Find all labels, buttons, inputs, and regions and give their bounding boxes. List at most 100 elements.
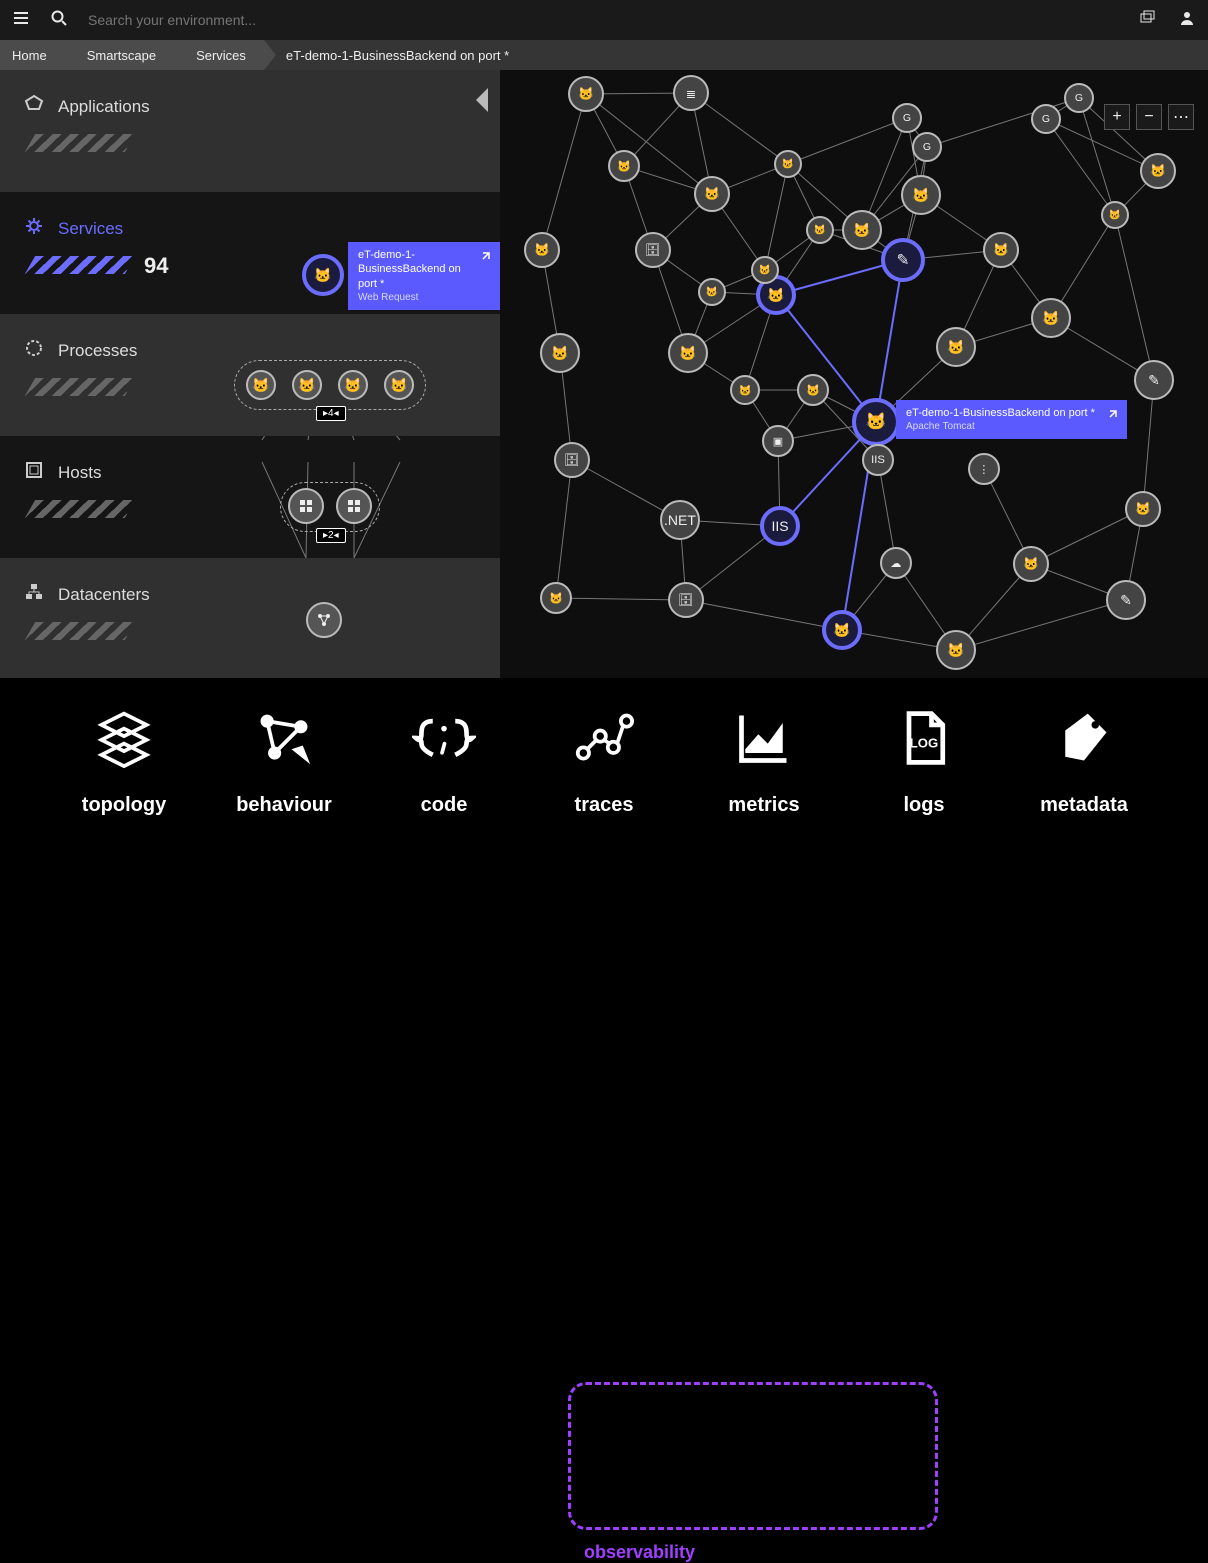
dotnet-icon: .NET	[664, 512, 696, 528]
map-node[interactable]: 🐱	[540, 582, 572, 614]
map-node[interactable]: 🐱	[751, 256, 779, 284]
tile-code[interactable]: code	[394, 708, 494, 817]
open-link-icon[interactable]	[1103, 406, 1121, 424]
collapse-chevron-icon[interactable]	[476, 88, 488, 112]
map-node[interactable]: IIS	[760, 506, 800, 546]
g-icon: G	[1042, 113, 1050, 125]
search-input[interactable]	[88, 12, 1118, 28]
user-icon[interactable]	[1178, 9, 1196, 32]
tomcat-icon: 🐱	[993, 243, 1009, 258]
process-node[interactable]: 🐱	[338, 370, 368, 400]
layer-processes[interactable]: Processes 🐱 🐱 🐱 🐱 ▸4◂	[0, 314, 500, 436]
process-node[interactable]: 🐱	[384, 370, 414, 400]
host-node[interactable]	[336, 488, 372, 524]
map-node[interactable]: 🐱	[1013, 546, 1049, 582]
process-node[interactable]: 🐱	[292, 370, 322, 400]
map-node[interactable]: 🐱	[694, 176, 730, 212]
windows-icon[interactable]	[1138, 9, 1156, 32]
map-node[interactable]: G	[892, 103, 922, 133]
map-node[interactable]: G	[912, 132, 942, 162]
service-callout: eT-demo-1-BusinessBackend on port * Web …	[348, 242, 500, 310]
map-node[interactable]: 🐱	[901, 175, 941, 215]
map-node[interactable]: 🗄	[554, 442, 590, 478]
map-node[interactable]: 🐱	[730, 375, 760, 405]
map-node[interactable]: 🐱	[806, 216, 834, 244]
map-node[interactable]: ▣	[762, 425, 794, 457]
edit-icon: ✎	[1120, 592, 1132, 609]
tomcat-icon: 🐱	[534, 243, 550, 258]
map-node[interactable]: 🐱	[936, 630, 976, 670]
zoom-in-button[interactable]: +	[1104, 104, 1130, 130]
map-node[interactable]: 🐱	[1101, 201, 1129, 229]
breadcrumb-current: eT-demo-1-BusinessBackend on port *	[264, 40, 527, 70]
breadcrumb-smartscape[interactable]: Smartscape	[65, 40, 174, 70]
map-node[interactable]: G	[1031, 104, 1061, 134]
map-node[interactable]: 🐱	[842, 210, 882, 250]
map-node[interactable]: G	[1064, 83, 1094, 113]
map-node[interactable]: IIS	[862, 444, 894, 476]
map-node[interactable]: 🐱	[822, 610, 862, 650]
layer-datacenters[interactable]: Datacenters	[0, 558, 500, 678]
tomcat-icon: 🐱	[1109, 210, 1121, 221]
map-node[interactable]: .NET	[660, 500, 700, 540]
tile-topology[interactable]: topology	[74, 708, 174, 817]
tile-metrics[interactable]: metrics	[714, 708, 814, 817]
layer-applications[interactable]: Applications	[0, 70, 500, 192]
map-node[interactable]: 🐱	[852, 398, 900, 446]
search-icon[interactable]	[50, 9, 68, 32]
map-node[interactable]: ✎	[1134, 360, 1174, 400]
zoom-out-button[interactable]: −	[1136, 104, 1162, 130]
map-node[interactable]: 🐱	[1031, 298, 1071, 338]
map-node[interactable]: ☁	[880, 547, 912, 579]
tomcat-icon: 🐱	[679, 345, 696, 362]
menu-icon[interactable]	[12, 9, 30, 32]
more-button[interactable]: ⋯	[1168, 104, 1194, 130]
map-node[interactable]: 🗄	[668, 582, 704, 618]
host-node[interactable]	[288, 488, 324, 524]
map-node[interactable]: 🐱	[698, 278, 726, 306]
map-node[interactable]: 🐱	[797, 374, 829, 406]
map-node[interactable]: ✎	[1106, 580, 1146, 620]
tile-logs[interactable]: LOGlogs	[874, 708, 974, 817]
map-node[interactable]: 🐱	[1140, 153, 1176, 189]
main-content: Applications Services 94 🐱	[0, 70, 1208, 678]
callout-title: eT-demo-1-BusinessBackend on port *	[906, 406, 1095, 420]
hosts-icon	[24, 460, 44, 485]
map-node[interactable]: 🐱	[540, 333, 580, 373]
tile-metadata[interactable]: metadata	[1034, 708, 1134, 817]
tile-behaviour[interactable]: behaviour	[234, 708, 334, 817]
breadcrumb-home[interactable]: Home	[0, 40, 65, 70]
layer-hosts[interactable]: Hosts ▸2◂	[0, 436, 500, 558]
map-node[interactable]: 🗄	[635, 232, 671, 268]
map-node[interactable]: 🐱	[668, 333, 708, 373]
tomcat-icon: 🐱	[814, 225, 826, 236]
tomcat-icon: 🐱	[617, 160, 631, 173]
map-node[interactable]: 🐱	[608, 150, 640, 182]
map-node[interactable]: 🐱	[774, 150, 802, 178]
map-node[interactable]: 🐱	[568, 76, 604, 112]
tile-label: topology	[82, 794, 166, 817]
process-node[interactable]: 🐱	[246, 370, 276, 400]
g-icon: G	[1075, 92, 1083, 104]
host-count-badge: ▸2◂	[316, 528, 346, 543]
map-node[interactable]: 🐱	[1125, 491, 1161, 527]
process-count-badge: ▸4◂	[316, 406, 346, 421]
map-node[interactable]: 🐱	[524, 232, 560, 268]
tile-traces[interactable]: traces	[554, 708, 654, 817]
breadcrumb-services[interactable]: Services	[174, 40, 264, 70]
map-node[interactable]: 🐱	[983, 232, 1019, 268]
tomcat-icon: 🐱	[912, 187, 929, 204]
map-node[interactable]: ≣	[673, 75, 709, 111]
db-icon: 🗄	[678, 593, 694, 608]
iis-icon: IIS	[771, 518, 788, 534]
open-link-icon[interactable]	[476, 248, 494, 266]
layer-label: Processes	[58, 341, 137, 361]
selected-service-node[interactable]: 🐱	[302, 254, 344, 296]
map-node[interactable]: ⋮	[968, 453, 1000, 485]
topology-map[interactable]: 🐱≣GGGG🐱🐱🐱🗄🐱🐱🐱✎🐱🐱🐱🐱🐱🐱🐱▣🐱IISIIS⋮☁🐱✎🐱🐱🐱.NET…	[500, 70, 1208, 678]
datacenter-node[interactable]	[306, 602, 342, 638]
cloud-icon: ☁	[890, 557, 901, 570]
map-node[interactable]: ✎	[881, 238, 925, 282]
layer-services[interactable]: Services 94 🐱 eT-demo-1-BusinessBackend …	[0, 192, 500, 314]
map-node[interactable]: 🐱	[936, 327, 976, 367]
